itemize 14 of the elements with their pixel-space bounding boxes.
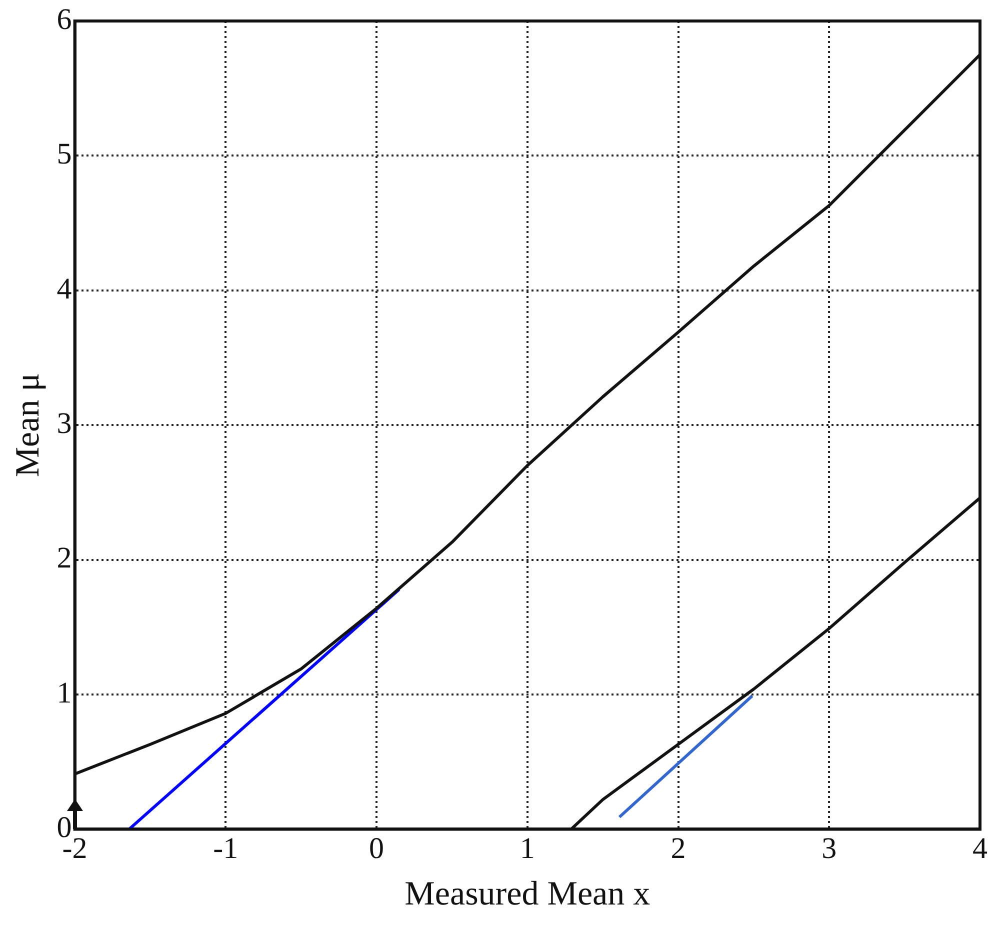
x-tick-label: 0	[369, 832, 384, 866]
x-tick-label: -1	[213, 832, 238, 866]
x-tick-label: 2	[670, 832, 686, 866]
x-tick-label: 3	[822, 832, 837, 866]
x-axis-title: Measured Mean x	[404, 876, 650, 913]
x-tick-label: 1	[520, 832, 535, 866]
x-tick-label: 4	[972, 832, 988, 866]
y-axis-title: Mean μ	[9, 373, 46, 478]
y-tick-label: 6	[56, 2, 72, 36]
y-tick-label: 3	[56, 406, 72, 440]
y-tick-label: 4	[56, 272, 72, 306]
y-tick-label: 1	[56, 676, 72, 710]
y-tick-label: 2	[56, 542, 72, 575]
y-tick-label: 5	[56, 138, 72, 171]
